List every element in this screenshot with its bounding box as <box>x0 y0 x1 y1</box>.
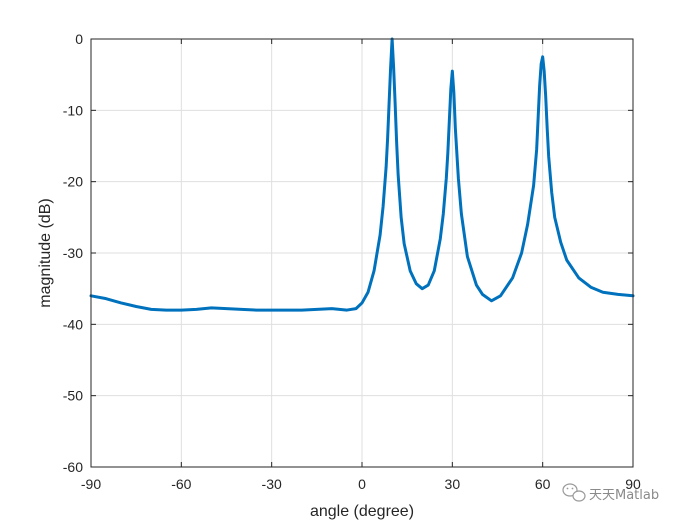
y-tick-label: -60 <box>63 459 83 475</box>
x-tick-label: -90 <box>81 476 101 492</box>
watermark: 天天Matlab <box>562 483 659 503</box>
y-tick-labels: 0 -10 -20 -30 -40 -50 -60 <box>63 31 83 475</box>
series-layer <box>89 37 635 312</box>
watermark-text: 天天Matlab <box>589 488 659 503</box>
tick-marks <box>90 38 634 468</box>
x-tick-label: 0 <box>358 476 366 492</box>
x-tick-label: -30 <box>262 476 282 492</box>
x-tick-label: 90 <box>625 476 641 492</box>
x-tick-label: 30 <box>445 476 461 492</box>
series-line <box>89 37 635 312</box>
y-tick-label: -20 <box>63 174 83 190</box>
y-tick-label: -50 <box>63 388 83 404</box>
y-tick-label: 0 <box>75 31 83 47</box>
y-axis-label: magnitude (dB) <box>37 198 54 307</box>
y-tick-label: -30 <box>63 245 83 261</box>
x-tick-label: 60 <box>535 476 551 492</box>
y-tick-label: -40 <box>63 316 83 332</box>
wechat-icon <box>562 483 586 502</box>
x-axis-label: angle (degree) <box>310 503 414 520</box>
y-tick-label: -10 <box>63 102 83 118</box>
x-tick-label: -60 <box>171 476 191 492</box>
x-tick-labels: -90 -60 -30 0 30 60 90 <box>81 476 641 492</box>
